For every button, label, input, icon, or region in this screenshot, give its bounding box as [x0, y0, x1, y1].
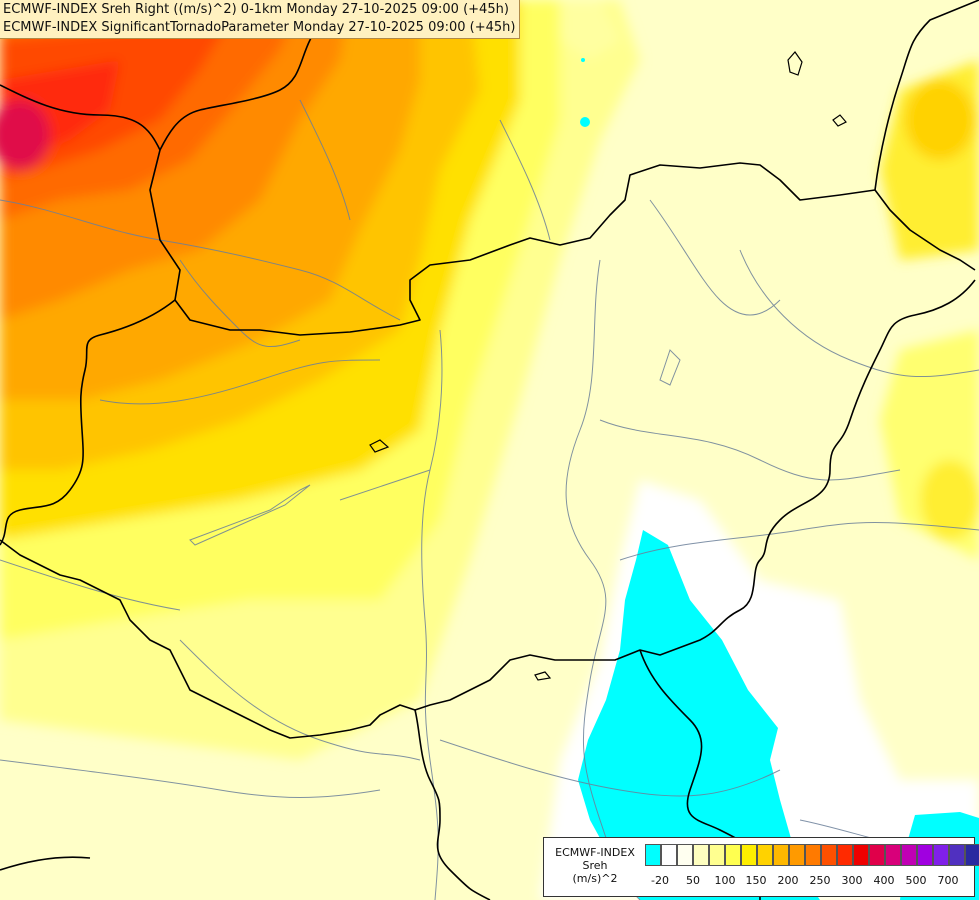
- legend-swatch: [933, 844, 949, 866]
- legend-swatch: [837, 844, 853, 866]
- legend-ticks: -20 50 100 150 200 250 300 400 500 700: [645, 874, 970, 888]
- legend-title: ECMWF-INDEX Sreh (m/s)^2: [548, 846, 642, 885]
- legend-swatch: [805, 844, 821, 866]
- legend-swatch: [965, 844, 979, 866]
- legend-tick-label: 250: [809, 874, 831, 887]
- legend-tick-label: 500: [905, 874, 927, 887]
- legend-swatch: [853, 844, 869, 866]
- legend-tick-label: 400: [873, 874, 895, 887]
- legend-tick-label: 150: [745, 874, 767, 887]
- legend-swatch: [821, 844, 837, 866]
- lakes: [369, 51, 847, 681]
- title-line-sreh: ECMWF-INDEX Sreh Right ((m/s)^2) 0-1km M…: [3, 2, 509, 17]
- legend-variable: Sreh: [582, 859, 608, 872]
- legend-swatch: [645, 844, 661, 866]
- legend-tick-label: 300: [841, 874, 863, 887]
- map-title: ECMWF-INDEX Sreh Right ((m/s)^2) 0-1km M…: [0, 0, 521, 39]
- legend-tick-label: -20: [651, 874, 669, 887]
- legend-swatch: [741, 844, 757, 866]
- legend-swatch: [789, 844, 805, 866]
- legend-tick-label: 100: [714, 874, 736, 887]
- legend-swatches: [645, 844, 979, 866]
- legend-swatch: [709, 844, 725, 866]
- title-line-stp: ECMWF-INDEX SignificantTornadoParameter …: [3, 20, 516, 35]
- legend-swatch: [725, 844, 741, 866]
- legend-swatch: [693, 844, 709, 866]
- legend-tick-label: 50: [686, 874, 700, 887]
- legend-swatch: [757, 844, 773, 866]
- legend-swatch: [869, 844, 885, 866]
- legend-swatch: [901, 844, 917, 866]
- legend-swatch: [949, 844, 965, 866]
- legend-swatch: [917, 844, 933, 866]
- legend-swatch: [677, 844, 693, 866]
- negative-sreh-area: [578, 530, 820, 900]
- legend-model: ECMWF-INDEX: [555, 846, 635, 859]
- legend-swatch: [661, 844, 677, 866]
- legend-unit: (m/s)^2: [572, 872, 618, 885]
- legend-swatch: [773, 844, 789, 866]
- rivers: [0, 99, 979, 900]
- legend-tick-label: 200: [777, 874, 799, 887]
- color-legend: ECMWF-INDEX Sreh (m/s)^2 -20 50 100 150 200 2…: [543, 837, 979, 897]
- legend-swatch: [885, 844, 901, 866]
- legend-tick-label: 700: [937, 874, 959, 887]
